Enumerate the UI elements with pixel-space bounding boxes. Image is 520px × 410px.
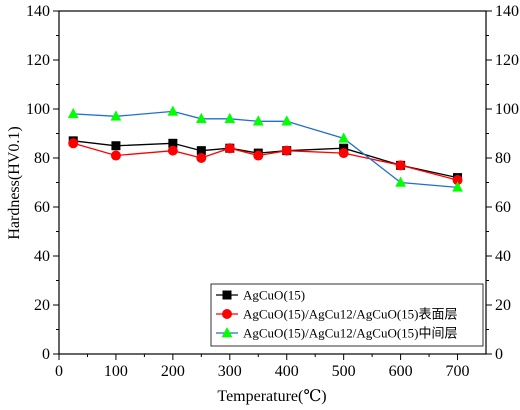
series-2-point [395,160,406,171]
x-tick-label: 600 [389,363,413,380]
y-tick-label-right: 0 [495,346,503,363]
series-3-point [452,181,463,192]
series-2 [68,138,463,186]
series-3-point [67,107,79,119]
y-tick-label-left: 0 [42,346,50,363]
y-tick-label-left: 20 [34,297,50,314]
legend-label: AgCuO(15)/AgCu12/AgCuO(15)表面层 [243,307,458,322]
y-tick-label-right: 60 [495,199,511,216]
y-axis-title: Hardness(HV0.1) [6,126,23,239]
y-tick-label-right: 100 [495,101,519,118]
series-2-point [224,143,235,154]
x-tick-label: 700 [446,363,470,380]
y-tick-label-right: 80 [495,150,511,167]
series-3-line [73,110,458,189]
legend-label: AgCuO(15) [243,288,305,303]
legend-box [210,283,484,347]
x-tick-label: 300 [218,363,242,380]
y-tick-label-right: 140 [495,3,519,20]
legend-label: AgCuO(15)/AgCu12/AgCuO(15)中间层 [243,326,458,341]
y-tick-label-right: 20 [495,297,511,314]
y-tick-label-right: 40 [495,248,511,265]
y-tick-label-left: 100 [26,101,50,118]
legend-item-3: AgCuO(15)/AgCu12/AgCuO(15)中间层 [216,326,458,341]
legend-marker [221,326,233,338]
legend-item-2: AgCuO(15)/AgCu12/AgCuO(15)表面层 [216,307,458,322]
x-axis-title: Temperature(℃) [217,388,326,405]
series-1 [68,136,463,183]
y-tick-label-left: 140 [26,3,50,20]
series-2-point [110,150,121,161]
legend: AgCuO(15) AgCuO(15)/AgCu12/AgCuO(15)表面层 Ag… [210,283,484,347]
series-1-line [73,140,458,179]
series-2-point [281,145,292,156]
legend-item-1: AgCuO(15) [216,288,305,303]
y-tick-label-left: 80 [34,150,50,167]
legend-marker [222,290,232,300]
x-tick-label: 100 [104,363,128,380]
series-2-line [73,142,458,181]
series-group [67,105,463,192]
series-2-point [196,153,207,163]
series-2-point [167,145,178,156]
series-2-point [68,138,79,149]
series-3-point [195,112,207,124]
series-3-point [224,112,236,124]
series-2-point [253,150,264,161]
legend-marker [222,309,232,319]
y-tick-label-right: 120 [495,52,519,69]
series-3-point [167,105,179,116]
series-3-point [252,115,264,126]
y-tick-label-left: 40 [34,248,50,265]
y-tick-label-left: 60 [34,199,50,216]
x-tick-label: 400 [275,363,299,380]
y-tick-label-left: 120 [26,52,50,69]
x-tick-label: 200 [161,363,185,380]
series-3-point [110,110,122,121]
series-3-point [281,115,293,126]
series-3 [67,105,463,192]
x-tick-label: 500 [332,363,356,380]
x-tick-label: 0 [55,363,63,380]
series-3-point [338,132,350,143]
series-1-point [111,141,121,151]
series-2-point [338,148,349,159]
series-3-point [395,176,407,187]
